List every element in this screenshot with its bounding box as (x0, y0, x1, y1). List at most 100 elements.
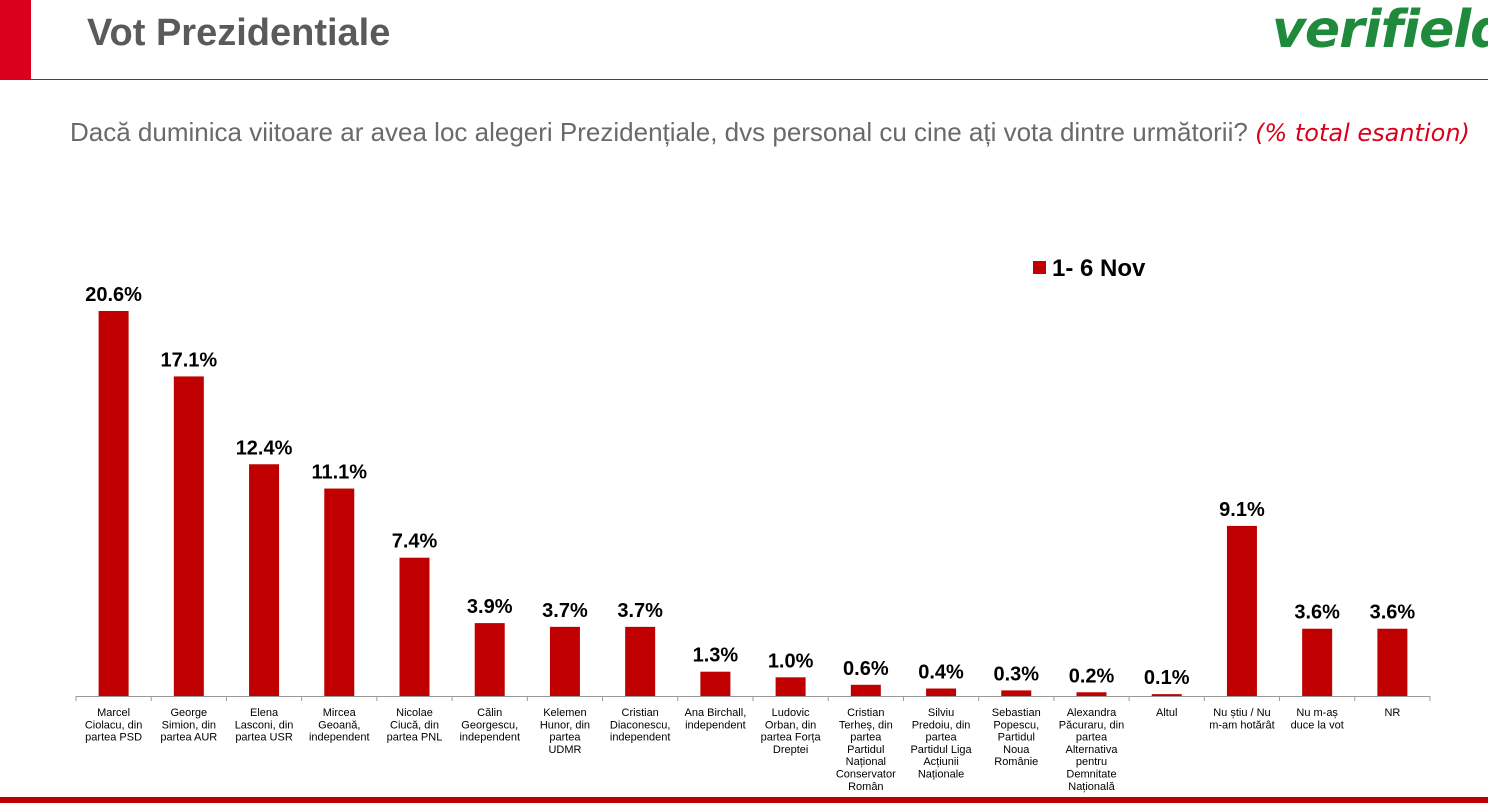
category-label: Cristian (847, 707, 884, 719)
category-label: partea (850, 732, 882, 744)
data-label: 3.6% (1294, 602, 1340, 624)
data-label: 20.6% (85, 284, 142, 306)
category-label: Altul (1156, 707, 1177, 719)
category-label: Georgescu, (461, 719, 518, 731)
category-label: partea PSD (85, 732, 142, 744)
category-label: Kelemen (543, 707, 586, 719)
category-label: Călin (477, 707, 502, 719)
category-label: Națională (1068, 781, 1115, 793)
data-label: 3.9% (467, 596, 513, 618)
category-label: Cristian (622, 707, 659, 719)
category-label: duce la vot (1291, 719, 1344, 731)
category-label: independent (610, 732, 671, 744)
category-label: Partidul Liga (910, 744, 972, 756)
category-label: Conservator (836, 769, 896, 781)
category-label: Noua (1003, 744, 1030, 756)
bar (850, 684, 881, 696)
category-label: George (170, 707, 207, 719)
bar (1151, 694, 1182, 696)
bar (1377, 628, 1408, 696)
category-label: Nicolae (396, 707, 433, 719)
category-label: Demnitate (1066, 769, 1116, 781)
category-label: Alexandra (1067, 707, 1117, 719)
bar (549, 626, 580, 696)
legend-label: 1- 6 Nov (1052, 255, 1146, 282)
category-label: Terheș, din (839, 719, 893, 731)
category-label: partea AUR (160, 732, 217, 744)
category-label: Marcel (97, 707, 130, 719)
category-label: Hunor, din (540, 719, 590, 731)
bar (399, 557, 430, 696)
category-label: Român (848, 781, 883, 793)
header-accent-bar (0, 0, 31, 80)
bar (625, 626, 656, 696)
page-title: Vot Prezidentiale (87, 12, 391, 54)
category-label: Nu m-aș (1296, 707, 1338, 719)
data-label: 1.0% (768, 650, 814, 672)
category-label: Național (846, 756, 886, 768)
data-label: 0.2% (1069, 665, 1115, 687)
category-label: m-am hotărât (1209, 719, 1274, 731)
data-label: 7.4% (392, 531, 438, 553)
bar (1001, 690, 1032, 696)
category-label: Geoană, (318, 719, 360, 731)
survey-question: Dacă duminica viitoare ar avea loc alege… (70, 104, 1470, 161)
bar (173, 376, 204, 696)
category-label: Românie (994, 756, 1038, 768)
footer-bar (0, 797, 1488, 803)
bar (249, 464, 280, 696)
category-label: Mircea (323, 707, 357, 719)
category-label: independent (309, 732, 370, 744)
category-label: Nu știu / Nu (1213, 707, 1270, 719)
data-label: 17.1% (160, 349, 217, 371)
category-label: Sebastian (992, 707, 1041, 719)
category-label: partea (925, 732, 957, 744)
bar (1302, 628, 1333, 696)
category-label: Lasconi, din (235, 719, 294, 731)
category-label: Ludovic (772, 707, 810, 719)
category-label: Popescu, (993, 719, 1039, 731)
category-label: partea (1076, 732, 1108, 744)
bar (775, 677, 806, 696)
category-label: partea Forța (761, 732, 822, 744)
category-label: Simion, din (162, 719, 216, 731)
header-divider (31, 79, 1488, 80)
category-label: UDMR (548, 744, 581, 756)
category-label: Diaconescu, (610, 719, 671, 731)
category-label: partea USR (235, 732, 293, 744)
category-label: Ciucă, din (390, 719, 439, 731)
category-label: Silviu (928, 707, 954, 719)
bar (474, 623, 505, 696)
category-label: Partidul (847, 744, 884, 756)
bar (1076, 692, 1107, 696)
bar (700, 671, 731, 696)
category-label: partea (549, 732, 581, 744)
category-label: Predoiu, din (912, 719, 971, 731)
data-label: 3.7% (542, 600, 588, 622)
data-label: 9.1% (1219, 499, 1265, 521)
category-label: pentru (1076, 756, 1107, 768)
category-label: Naționale (918, 769, 964, 781)
category-label: Orban, din (765, 719, 816, 731)
data-label: 1.3% (693, 645, 739, 667)
category-label: independent (459, 732, 520, 744)
data-label: 12.4% (236, 437, 293, 459)
bar (926, 688, 957, 696)
category-label: Dreptei (773, 744, 808, 756)
category-label: Ana Birchall, (685, 707, 747, 719)
category-label: Elena (250, 707, 279, 719)
question-note: (% total esantion) (1255, 119, 1470, 147)
category-label: Ciolacu, din (85, 719, 142, 731)
verifield-logo: verifield (1272, 0, 1488, 60)
bar (1226, 525, 1257, 696)
bar (324, 488, 355, 696)
data-label: 3.6% (1370, 602, 1416, 624)
category-label: Partidul (998, 732, 1035, 744)
data-label: 3.7% (617, 600, 663, 622)
data-label: 0.6% (843, 658, 889, 680)
bar (98, 311, 129, 696)
data-label: 0.3% (993, 663, 1039, 685)
category-label: Alternativa (1066, 744, 1119, 756)
category-label: Acțiunii (923, 756, 958, 768)
